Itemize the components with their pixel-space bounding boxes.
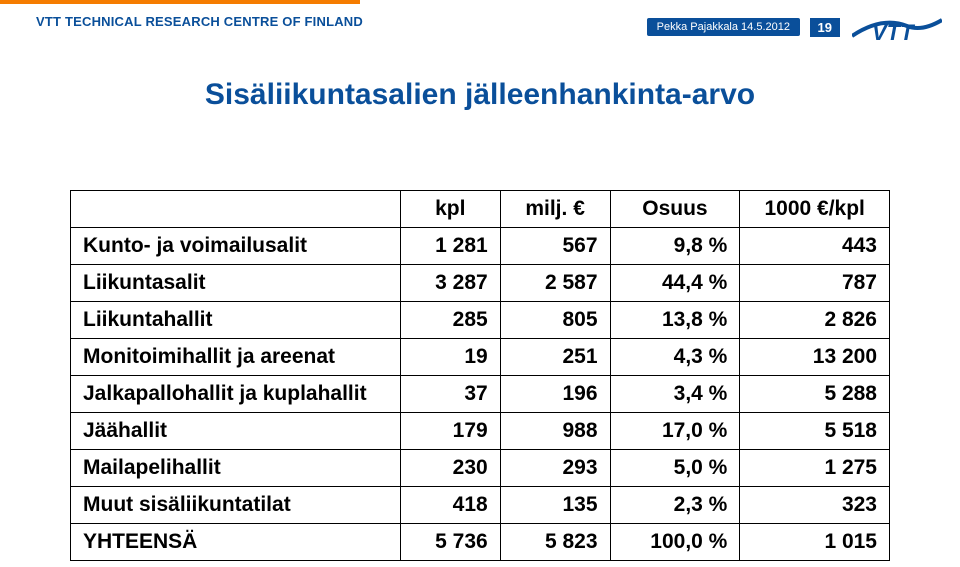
table-row: Monitoimihallit ja areenat 19 251 4,3 % … bbox=[71, 339, 890, 376]
row-label: Liikuntasalit bbox=[71, 265, 401, 302]
cell: 2 587 bbox=[500, 265, 610, 302]
cell: 443 bbox=[740, 228, 890, 265]
cell: 13,8 % bbox=[610, 302, 740, 339]
author-date: Pekka Pajakkala 14.5.2012 bbox=[647, 18, 800, 36]
table-body: Kunto- ja voimailusalit 1 281 567 9,8 % … bbox=[71, 228, 890, 561]
cell: 135 bbox=[500, 487, 610, 524]
col-header-osuus: Osuus bbox=[610, 191, 740, 228]
cell: 19 bbox=[400, 339, 500, 376]
cell: 988 bbox=[500, 413, 610, 450]
cell: 251 bbox=[500, 339, 610, 376]
cell: 5 736 bbox=[400, 524, 500, 561]
cell: 5 288 bbox=[740, 376, 890, 413]
row-label: Muut sisäliikuntatilat bbox=[71, 487, 401, 524]
row-label: Jäähallit bbox=[71, 413, 401, 450]
page-title: Sisäliikuntasalien jälleenhankinta-arvo bbox=[0, 78, 960, 112]
cell: 1 275 bbox=[740, 450, 890, 487]
cell: 3 287 bbox=[400, 265, 500, 302]
cell: 37 bbox=[400, 376, 500, 413]
row-label: YHTEENSÄ bbox=[71, 524, 401, 561]
cell: 3,4 % bbox=[610, 376, 740, 413]
data-table: kpl milj. € Osuus 1000 €/kpl Kunto- ja v… bbox=[70, 190, 890, 561]
row-label: Monitoimihallit ja areenat bbox=[71, 339, 401, 376]
col-header-blank bbox=[71, 191, 401, 228]
cell: 787 bbox=[740, 265, 890, 302]
cell: 4,3 % bbox=[610, 339, 740, 376]
cell: 1 015 bbox=[740, 524, 890, 561]
col-header-milj: milj. € bbox=[500, 191, 610, 228]
cell: 17,0 % bbox=[610, 413, 740, 450]
cell: 293 bbox=[500, 450, 610, 487]
cell: 179 bbox=[400, 413, 500, 450]
cell: 44,4 % bbox=[610, 265, 740, 302]
cell: 13 200 bbox=[740, 339, 890, 376]
org-name: VTT TECHNICAL RESEARCH CENTRE OF FINLAND bbox=[36, 14, 363, 29]
table-row: Mailapelihallit 230 293 5,0 % 1 275 bbox=[71, 450, 890, 487]
cell: 323 bbox=[740, 487, 890, 524]
accent-bar bbox=[0, 0, 360, 4]
cell: 2 826 bbox=[740, 302, 890, 339]
cell: 2,3 % bbox=[610, 487, 740, 524]
table-row: Liikuntahallit 285 805 13,8 % 2 826 bbox=[71, 302, 890, 339]
row-label: Kunto- ja voimailusalit bbox=[71, 228, 401, 265]
col-header-perkpl: 1000 €/kpl bbox=[740, 191, 890, 228]
row-label: Mailapelihallit bbox=[71, 450, 401, 487]
page-number: 19 bbox=[810, 18, 840, 37]
cell: 5,0 % bbox=[610, 450, 740, 487]
table-row: Liikuntasalit 3 287 2 587 44,4 % 787 bbox=[71, 265, 890, 302]
col-header-kpl: kpl bbox=[400, 191, 500, 228]
cell: 100,0 % bbox=[610, 524, 740, 561]
slide: VTT TECHNICAL RESEARCH CENTRE OF FINLAND… bbox=[0, 0, 960, 567]
cell: 196 bbox=[500, 376, 610, 413]
table-row: Muut sisäliikuntatilat 418 135 2,3 % 323 bbox=[71, 487, 890, 524]
table-row: Jalkapallohallit ja kuplahallit 37 196 3… bbox=[71, 376, 890, 413]
cell: 805 bbox=[500, 302, 610, 339]
row-label: Liikuntahallit bbox=[71, 302, 401, 339]
table-row: Kunto- ja voimailusalit 1 281 567 9,8 % … bbox=[71, 228, 890, 265]
cell: 9,8 % bbox=[610, 228, 740, 265]
row-label: Jalkapallohallit ja kuplahallit bbox=[71, 376, 401, 413]
svg-text:VTT: VTT bbox=[872, 20, 915, 45]
cell: 5 823 bbox=[500, 524, 610, 561]
data-table-wrap: kpl milj. € Osuus 1000 €/kpl Kunto- ja v… bbox=[70, 190, 890, 561]
cell: 418 bbox=[400, 487, 500, 524]
table-header-row: kpl milj. € Osuus 1000 €/kpl bbox=[71, 191, 890, 228]
cell: 285 bbox=[400, 302, 500, 339]
cell: 5 518 bbox=[740, 413, 890, 450]
table-row: Jäähallit 179 988 17,0 % 5 518 bbox=[71, 413, 890, 450]
cell: 567 bbox=[500, 228, 610, 265]
cell: 230 bbox=[400, 450, 500, 487]
vtt-logo: VTT bbox=[852, 6, 942, 46]
table-row-total: YHTEENSÄ 5 736 5 823 100,0 % 1 015 bbox=[71, 524, 890, 561]
cell: 1 281 bbox=[400, 228, 500, 265]
